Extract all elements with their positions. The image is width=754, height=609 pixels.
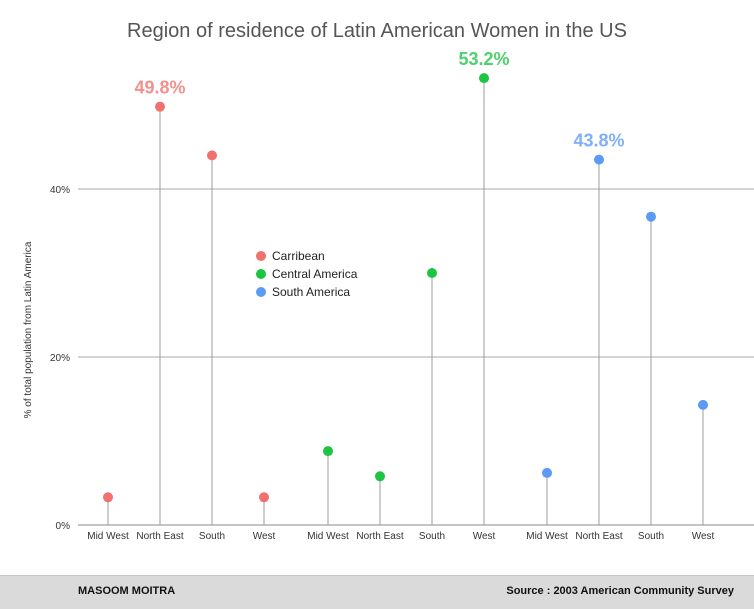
footer: MASOOM MOITRA Source : 2003 American Com… (0, 575, 754, 609)
author-credit: MASOOM MOITRA (78, 585, 176, 597)
data-label-central-america: 53.2% (458, 49, 509, 69)
point-south-america-south (646, 211, 656, 222)
x-tick-label: West (473, 531, 496, 542)
x-tick-label: North East (136, 531, 183, 542)
point-south-america-north-east (594, 154, 604, 165)
x-tick-label: North East (356, 531, 403, 542)
point-carribean-west (259, 492, 269, 503)
lollipop-chart: Region of residence of Latin American Wo… (23, 20, 754, 542)
x-tick-label: West (692, 531, 715, 542)
legend-swatch-central-america (256, 269, 266, 279)
point-central-america-west (479, 73, 489, 84)
x-tick-label: North East (575, 531, 622, 542)
point-carribean-north-east (155, 101, 165, 112)
x-tick-label: West (253, 531, 276, 542)
points-layer (103, 73, 708, 503)
legend-label-central-america: Central America (272, 267, 358, 281)
data-label-south-america: 43.8% (573, 131, 624, 151)
legend-label-south-america: South America (272, 285, 350, 299)
grid-layer: 0% 20% 40% (50, 185, 754, 532)
legend-swatch-carribean (256, 251, 266, 261)
y-axis-label: % of total population from Latin America (23, 241, 34, 418)
labels-layer: Mid West North East 49.8% South West Mid West… (87, 49, 714, 542)
point-central-america-north-east (375, 471, 385, 482)
stems-layer (107, 78, 704, 525)
legend-swatch-south-america (256, 287, 266, 297)
point-central-america-south (427, 268, 437, 278)
data-label-carribean: 49.8% (134, 78, 185, 98)
x-tick-label: Mid West (87, 531, 129, 542)
point-carribean-mid-west (103, 492, 113, 503)
x-tick-label: South (419, 531, 445, 542)
legend-label-carribean: Carribean (272, 249, 325, 263)
point-carribean-south (207, 150, 217, 161)
point-south-america-mid-west (542, 467, 552, 478)
y-tick-label: 40% (50, 185, 70, 196)
point-central-america-mid-west (323, 446, 333, 457)
x-tick-label: Mid West (307, 531, 349, 542)
chart-title: Region of residence of Latin American Wo… (127, 20, 627, 42)
x-tick-label: South (638, 531, 664, 542)
y-tick-label: 20% (50, 353, 70, 364)
x-tick-label: South (199, 531, 225, 542)
y-tick-label: 0% (56, 521, 71, 532)
x-tick-label: Mid West (526, 531, 568, 542)
point-south-america-west (698, 399, 708, 410)
source-credit: Source : 2003 American Community Survey (506, 585, 734, 597)
legend: Carribean Central America South America (256, 249, 358, 299)
